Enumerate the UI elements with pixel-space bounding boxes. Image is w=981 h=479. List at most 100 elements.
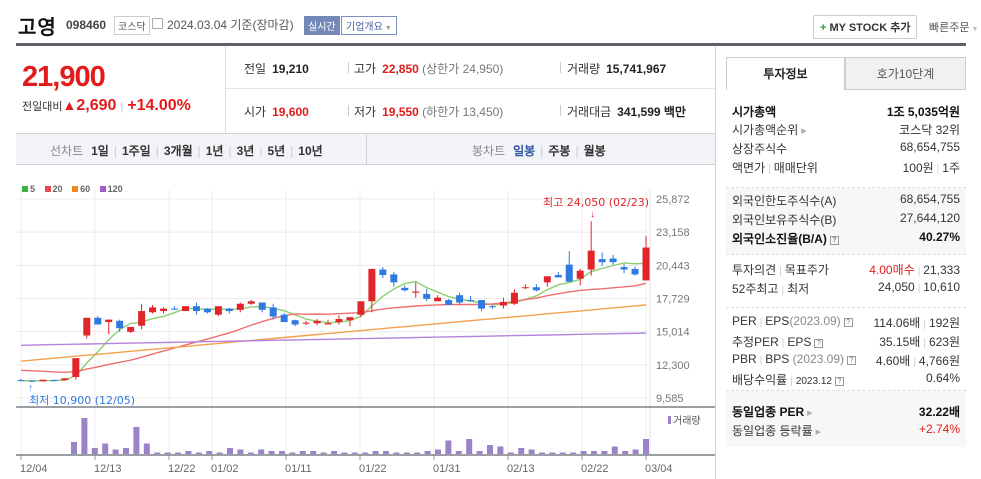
stock-header: 고영 098460 코스닥 2024.03.04 기준(장마감) 실시간 기업개… — [0, 0, 981, 44]
help-icon[interactable]: ? — [834, 377, 844, 386]
volume-bar — [133, 427, 140, 454]
value: 0.64% — [925, 371, 960, 385]
label: 외국인보유주식수(B) — [732, 213, 837, 227]
period-1w[interactable]: 1주일 — [121, 144, 151, 158]
value: 341,599 백만 — [617, 105, 686, 119]
candle — [236, 303, 244, 310]
help-icon[interactable]: ? — [829, 236, 839, 245]
x-tick-label: 02/22 — [581, 463, 609, 475]
market-cap-rank-row[interactable]: 시가총액순위 ▶ 코스닥 32위 — [732, 121, 960, 139]
candle — [192, 306, 200, 312]
price-stats-grid: 전일 19,210 고가 22,850 (상한가 24,950) 거래량 15,741… — [225, 46, 716, 133]
label: 외국인소진율(B/A) — [732, 232, 827, 246]
candle-weekly[interactable]: 주봉 — [548, 144, 571, 158]
divider — [726, 187, 966, 188]
volume-bar — [289, 452, 296, 454]
period-5y[interactable]: 5년 — [267, 144, 286, 158]
candle — [116, 320, 124, 329]
low-annotation: 최저 10,900 (12/05) — [29, 394, 135, 407]
stat-volume: 거래량 15,741,967 — [567, 60, 666, 77]
candle — [510, 292, 518, 304]
high-annotation: 최고 24,050 (02/23) — [543, 196, 649, 209]
company-info-dropdown[interactable]: 기업개요 ▼ — [341, 16, 397, 35]
label: 매매단위 — [773, 161, 818, 175]
candle — [203, 308, 211, 313]
volume-bar — [279, 451, 285, 454]
period-3y[interactable]: 3년 — [236, 144, 255, 158]
candle — [445, 300, 453, 305]
candle — [258, 302, 266, 310]
candle — [488, 306, 496, 308]
help-icon[interactable]: ? — [847, 356, 857, 365]
help-icon[interactable]: ? — [814, 339, 824, 348]
candle — [467, 300, 475, 302]
candle — [269, 307, 277, 317]
x-tick-label: 01/02 — [211, 463, 239, 475]
candle-daily[interactable]: 일봉 — [513, 144, 536, 158]
volume-bar — [320, 452, 327, 454]
x-tick-label: 02/13 — [507, 463, 535, 475]
volume-bar — [175, 452, 181, 454]
value: 15,741,967 — [606, 62, 667, 76]
divider — [726, 390, 966, 391]
per-row: PER | EPS(2023.09)? 114.06배 | 192원 — [732, 314, 960, 330]
volume-bar — [570, 452, 577, 454]
quick-order-dropdown[interactable]: 빠른주문 ▼ — [929, 19, 978, 35]
period-1d[interactable]: 1일 — [91, 144, 109, 158]
candle — [324, 323, 332, 325]
x-tick-label: 01/11 — [285, 463, 312, 475]
label: 52주최고 — [732, 282, 779, 296]
quick-order-label: 빠른주문 — [929, 22, 970, 34]
legend-ma5: 5 — [22, 184, 35, 194]
volume-bar — [632, 449, 639, 454]
label: BPS — [765, 352, 790, 366]
volume-bar — [372, 451, 379, 454]
volume-bar — [268, 451, 275, 454]
volume-bar — [476, 451, 483, 454]
candle — [620, 267, 628, 270]
legend-label: 120 — [107, 184, 123, 194]
value: 19,600 — [272, 105, 309, 119]
volume-bar — [622, 451, 629, 454]
add-mystock-button[interactable]: + MY STOCK 추가 — [813, 15, 918, 39]
tab-investment-info[interactable]: 투자정보 — [726, 57, 845, 90]
arrow-up-icon: ↑ — [28, 383, 33, 394]
volume-bar — [466, 439, 473, 454]
candlestick-chart[interactable]: 25,872 23,158 20,443 17,729 15,014 12,300 9,58… — [0, 190, 715, 479]
sector-change-row[interactable]: 동일업종 등락률 ▶ +2.74% — [732, 422, 960, 440]
foreign-hold-row: 외국인보유주식수(B) 27,644,120 — [732, 211, 960, 229]
volume-bar — [227, 448, 233, 454]
volume-bar — [549, 452, 556, 454]
ma-line-20 — [20, 282, 647, 374]
label: 목표주가 — [784, 263, 829, 277]
realtime-button[interactable]: 실시간 — [304, 16, 340, 35]
dividend-row: 배당수익률 | 2023.12? 0.64% — [732, 371, 960, 387]
candle — [423, 293, 431, 299]
legend-swatch — [72, 186, 79, 192]
divider — [726, 254, 966, 255]
period-1y[interactable]: 1년 — [205, 144, 224, 158]
candle — [456, 295, 464, 303]
candle — [335, 319, 343, 323]
arrow-down-icon: ↓ — [590, 209, 595, 220]
label: 거래량 — [567, 62, 601, 76]
period-10y[interactable]: 10년 — [298, 144, 323, 158]
legend-swatch — [22, 186, 28, 192]
legend-label: 60 — [80, 184, 91, 194]
help-icon[interactable]: ? — [843, 318, 853, 327]
candle-monthly[interactable]: 월봉 — [583, 144, 606, 158]
value: 35.15배 — [879, 335, 921, 349]
candle-chart-label: 봉차트 — [472, 144, 506, 158]
volume-bar — [528, 449, 535, 454]
tab-order-book[interactable]: 호가10단계 — [845, 57, 966, 90]
sector-per-row[interactable]: 동일업종 PER ▶ 32.22배 — [732, 403, 960, 421]
candle — [390, 274, 398, 283]
stat-open: 시가 19,600 — [244, 103, 309, 120]
label: EPS — [787, 335, 812, 349]
y-tick-label: 9,585 — [656, 393, 684, 405]
up-triangle-icon: ▲ — [62, 97, 77, 113]
candle — [50, 380, 58, 382]
y-tick-label: 25,872 — [656, 194, 690, 206]
legend-label: 5 — [30, 184, 36, 194]
period-3m[interactable]: 3개월 — [163, 144, 193, 158]
